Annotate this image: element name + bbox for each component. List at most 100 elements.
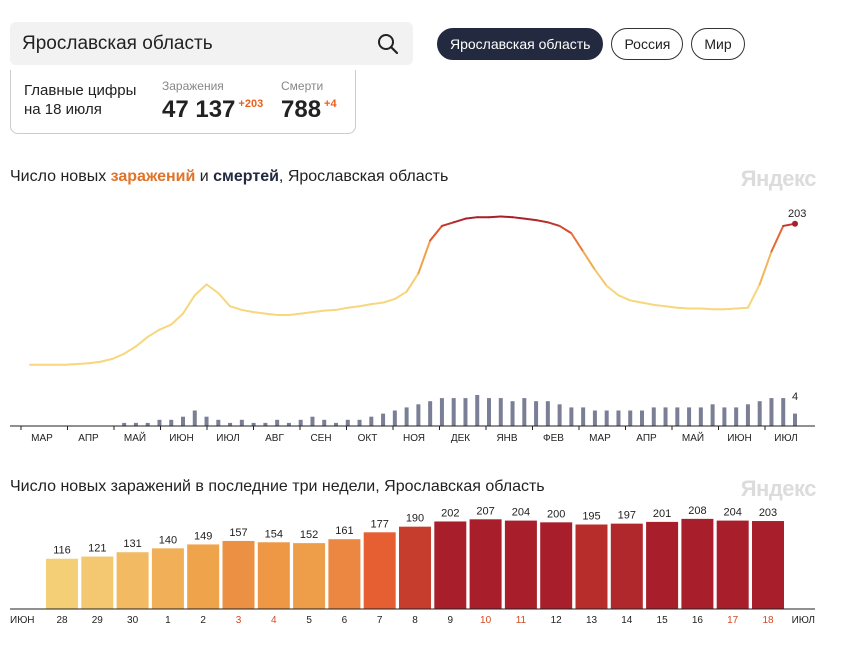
deaths-bar [534,401,539,426]
infections-line-segment [417,239,432,275]
deaths-bar [675,407,680,426]
day-label: 13 [586,615,598,626]
yandex-watermark: Яндекс [740,166,817,191]
region-pill-world[interactable]: Мир [691,28,745,60]
day-label: 17 [727,615,739,626]
deaths-bar [369,416,374,426]
bar-value-label: 200 [547,508,565,520]
region-pill-yaroslavl[interactable]: Ярославская область [437,28,604,60]
infections-line-segment [558,224,573,235]
deaths-bar [157,419,162,426]
month-label: АВГ [265,433,284,444]
deaths-bar [428,401,433,426]
day-bar [434,521,467,609]
day-bar [116,552,149,609]
infections-line-segment [770,224,785,253]
region-pill-russia[interactable]: Россия [611,28,684,60]
bar-value-label: 131 [123,538,141,550]
day-label: 14 [621,615,633,626]
month-label: ФЕВ [543,433,564,444]
infections-line-segment [123,345,137,355]
infections-line-segment [252,311,267,315]
deaths-caption: Смерти [281,79,324,93]
month-label: МАЙ [124,431,146,444]
deaths-bar [616,410,621,426]
month-label: ДЕК [451,433,470,444]
day-bar [540,522,573,609]
month-label-right: ИЮЛ [792,615,815,626]
month-label: ИЮН [169,433,194,444]
infections-value: 47 137 +203 [162,96,264,123]
bar-value-label: 154 [265,528,283,540]
deaths-bar [745,404,750,426]
bar-value-label: 140 [159,534,177,546]
day-bar [81,556,114,609]
infections-line-segment [382,297,396,304]
day-bar [752,521,784,609]
infections-line-segment [205,283,220,295]
month-label: МАР [31,433,53,444]
day-bar [187,544,220,609]
day-label: 8 [412,615,418,626]
bar-value-label: 152 [300,529,318,541]
month-label: АПР [78,433,99,444]
infections-line-segment [488,215,502,219]
search-input-value[interactable]: Ярославская область [22,32,213,54]
deaths-bar [216,419,221,426]
region-search-input[interactable]: Ярославская область [10,22,413,65]
infections-line-segment [535,219,549,224]
day-label: 11 [516,615,527,626]
deaths-bar [463,398,468,426]
infections-line-segment [64,362,79,366]
infections-line-segment [299,311,314,315]
day-label: 3 [236,615,242,626]
deaths-bar [357,419,362,426]
infections-line-segment [346,305,361,309]
infections-line-segment [746,283,761,309]
infections-line-segment [593,268,608,287]
bar-value-label: 202 [441,507,459,519]
infections-line-segment [605,284,620,297]
infections-end-label: 203 [788,208,806,220]
infections-line-segment [146,328,161,338]
deaths-bar [640,410,644,426]
deaths-bar [604,410,609,426]
deaths-value: 788 +4 [281,96,337,123]
day-bar [716,520,749,609]
infections-line-segment [99,357,114,363]
infections-line-segment [393,290,408,300]
infections-line-segment [76,362,90,365]
deaths-bar [251,422,256,426]
infections-line-segment [523,217,538,222]
deaths-bar [181,416,185,426]
deaths-bar [263,422,268,426]
deaths-bar [545,401,550,426]
chart1-title-deaths: смертей [213,168,279,185]
infections-line-segment [652,303,667,308]
day-bar [575,524,608,609]
infections-line-segment [217,292,232,308]
infections-line-segment [158,323,173,331]
bar-value-label: 197 [618,510,636,522]
month-label: СЕН [310,433,331,444]
chart2-title: Число новых заражений в последние три не… [10,478,545,495]
day-bar [469,519,502,609]
bar-value-label: 204 [724,507,742,519]
deaths-bar [451,398,456,426]
infections-caption: Заражения [162,79,224,93]
infections-line-segment [676,306,691,310]
bar-value-label: 177 [371,518,389,530]
deaths-bar [581,407,586,426]
day-bar [610,523,643,609]
search-icon[interactable] [377,33,399,55]
bar-value-label: 195 [582,511,600,523]
deaths-bar [592,410,597,426]
day-label: 6 [342,615,348,626]
deaths-bar [487,398,491,426]
infections-line-segment [617,294,632,302]
day-label: 2 [200,615,206,626]
deaths-stat: Смерти 788 +4 [281,79,337,124]
infections-end-dot [792,220,798,227]
bar-value-label: 204 [512,507,530,519]
deaths-bar [204,416,209,426]
